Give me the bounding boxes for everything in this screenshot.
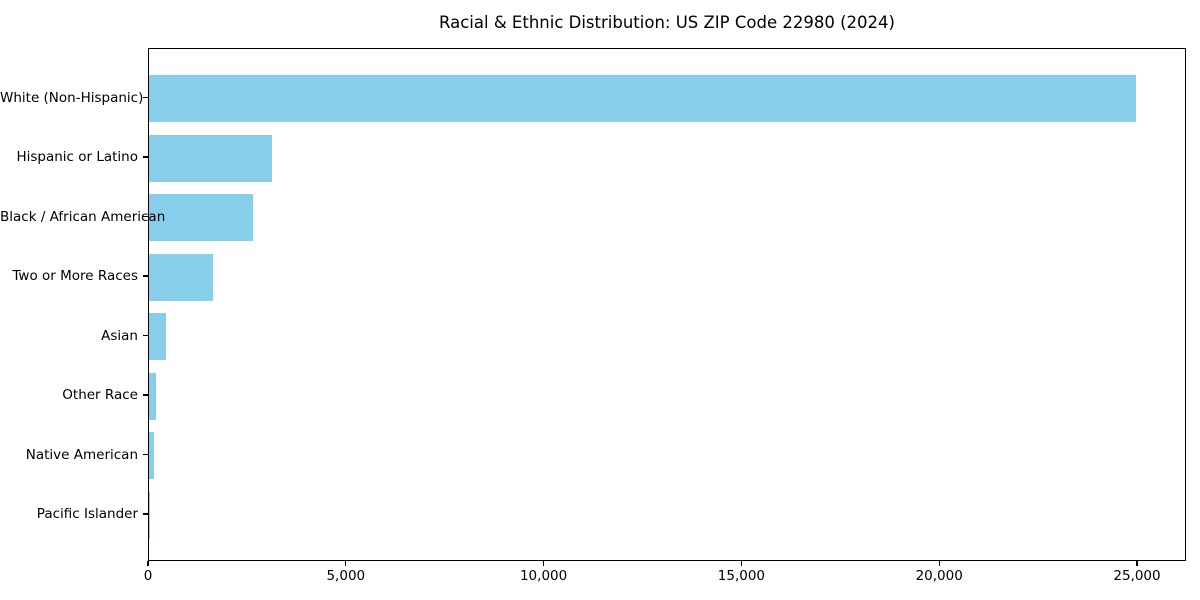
- bar-other-race: [149, 372, 156, 420]
- x-tick-15000: [740, 561, 743, 566]
- y-label-other-race: Other Race: [62, 387, 138, 403]
- y-tick-pacific-islander: [143, 513, 148, 515]
- x-tick-0: [147, 561, 149, 566]
- x-label-0: 0: [143, 568, 153, 584]
- y-tick-black-african-american: [143, 215, 148, 218]
- y-label-native-american: Native American: [25, 446, 138, 463]
- x-tick-25000: [1136, 561, 1138, 566]
- y-tick-native-american: [143, 453, 148, 456]
- x-label-20000: 20,000: [915, 568, 963, 584]
- y-tick-asian: [143, 334, 148, 337]
- plot-area: [148, 48, 1186, 561]
- x-label-10000: 10,000: [519, 568, 568, 584]
- y-tick-hispanic-or-latino: [143, 156, 148, 158]
- bar-black-african-american: [149, 194, 253, 241]
- bar-native-american: [149, 432, 154, 479]
- x-label-5000: 5,000: [326, 568, 366, 584]
- bar-asian: [149, 313, 167, 360]
- y-tick-two-or-more-races: [143, 275, 148, 277]
- x-label-25000: 25,000: [1113, 568, 1161, 584]
- x-label-15000: 15,000: [717, 568, 766, 584]
- x-tick-10000: [542, 561, 545, 566]
- bar-two-or-more-races: [149, 253, 213, 301]
- x-tick-20000: [938, 561, 940, 566]
- x-tick-5000: [345, 561, 347, 566]
- y-label-asian: Asian: [101, 327, 138, 344]
- bar-hispanic-or-latino: [149, 134, 273, 182]
- y-label-white-non-hispanic: White (Non-Hispanic): [0, 89, 144, 106]
- bar-white-non-hispanic: [149, 75, 1137, 122]
- y-label-black-african-american: Black / African American: [0, 208, 166, 225]
- y-tick-white-non-hispanic: [143, 96, 148, 99]
- y-tick-other-race: [143, 394, 148, 396]
- y-label-pacific-islander: Pacific Islander: [36, 506, 138, 522]
- chart-title: Racial & Ethnic Distribution: US ZIP Cod…: [439, 13, 895, 32]
- y-label-hispanic-or-latino: Hispanic or Latino: [16, 149, 138, 165]
- y-label-two-or-more-races: Two or More Races: [12, 268, 138, 284]
